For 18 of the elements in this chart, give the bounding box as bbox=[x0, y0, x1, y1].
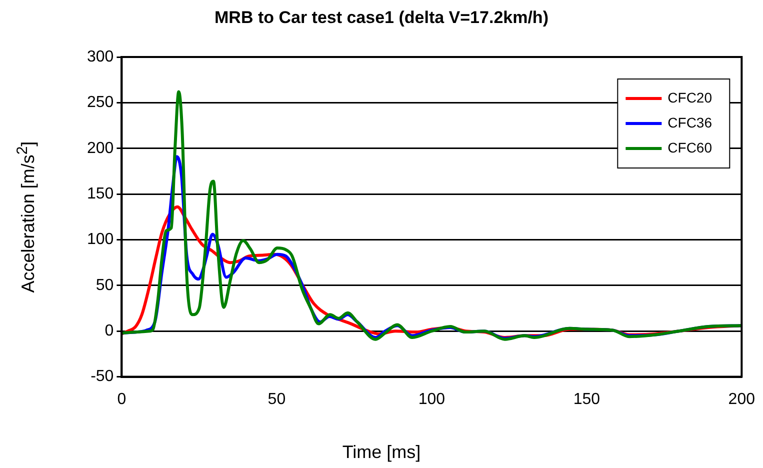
x-axis-title: Time [ms] bbox=[341, 442, 422, 463]
x-tick-label: 200 bbox=[728, 390, 756, 408]
x-tick-label: 100 bbox=[418, 390, 446, 408]
y-tick-label: -50 bbox=[90, 368, 114, 386]
y-tick-label: 300 bbox=[86, 48, 114, 66]
y-tick-label: 100 bbox=[86, 231, 114, 248]
x-tick-label: 0 bbox=[117, 390, 126, 408]
x-tick-label: 150 bbox=[573, 390, 600, 408]
y-tick-label: 150 bbox=[86, 185, 114, 202]
y-tick-label: 200 bbox=[86, 140, 114, 157]
legend-label: CFC20 bbox=[668, 89, 712, 106]
x-tick-label: 50 bbox=[268, 390, 286, 408]
y-tick-label: 250 bbox=[86, 94, 114, 112]
chart-title: MRB to Car test case1 (delta V=17.2km/h) bbox=[214, 8, 550, 28]
legend-label: CFC60 bbox=[668, 139, 712, 156]
y-tick-label: 50 bbox=[96, 276, 114, 294]
y-tick-label: 0 bbox=[104, 322, 114, 340]
legend-label: CFC36 bbox=[668, 114, 712, 130]
